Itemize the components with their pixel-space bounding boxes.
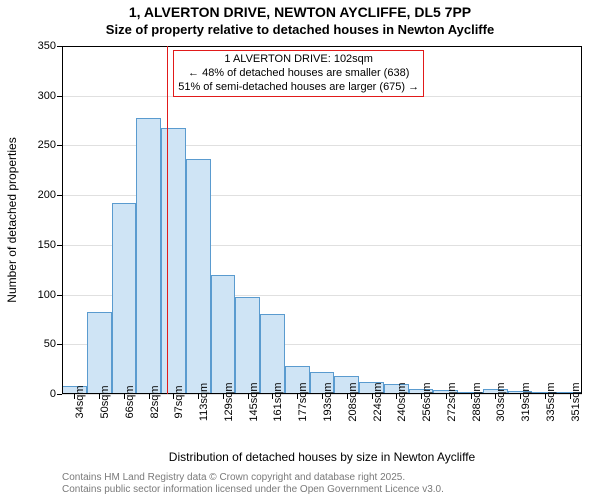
callout-line: 1 ALVERTON DRIVE: 102sqm [178,53,419,67]
reference-callout: 1 ALVERTON DRIVE: 102sqm← 48% of detache… [173,50,424,97]
x-tick-label: 256sqm [421,382,433,421]
x-tick-label: 224sqm [372,382,384,421]
y-tick-label: 150 [38,239,62,251]
x-tick-label: 113sqm [198,383,210,421]
x-tick-label: 208sqm [347,382,359,421]
x-tick-label: 319sqm [520,382,532,421]
histogram-bar [87,312,112,394]
x-tick-label: 272sqm [446,382,458,421]
y-tick-label: 300 [38,90,62,102]
x-tick-label: 193sqm [322,382,334,421]
histogram-bar [211,275,236,394]
histogram-bar [136,118,161,394]
x-tick-label: 97sqm [173,385,185,418]
chart-container: { "title": { "main": "1, ALVERTON DRIVE,… [0,0,600,500]
x-tick-label: 303sqm [495,382,507,421]
x-tick-label: 50sqm [99,385,111,418]
x-tick-label: 288sqm [471,382,483,421]
histogram-bar [112,203,137,394]
x-tick-label: 145sqm [248,382,260,421]
x-tick-label: 66sqm [124,385,136,418]
x-tick-label: 351sqm [570,382,582,421]
callout-line: ← 48% of detached houses are smaller (63… [178,67,419,81]
x-tick-label: 335sqm [545,382,557,421]
title-sub: Size of property relative to detached ho… [0,22,600,38]
axis-line [62,393,582,394]
axis-line [581,46,582,394]
histogram-bar [235,297,260,394]
x-tick-label: 82sqm [149,385,161,418]
y-axis-label: Number of detached properties [5,137,19,302]
callout-line: 51% of semi-detached houses are larger (… [178,81,419,95]
title-block: 1, ALVERTON DRIVE, NEWTON AYCLIFFE, DL5 … [0,0,600,38]
footer-attribution: Contains HM Land Registry data © Crown c… [62,472,444,496]
x-tick-label: 177sqm [297,382,309,421]
x-tick-label: 240sqm [396,382,408,421]
axis-line [62,46,63,394]
footer-line: Contains public sector information licen… [62,484,444,496]
title-main: 1, ALVERTON DRIVE, NEWTON AYCLIFFE, DL5 … [0,4,600,22]
x-tick-label: 129sqm [223,382,235,421]
x-axis-label: Distribution of detached houses by size … [62,450,582,464]
x-tick-label: 161sqm [272,382,284,421]
y-tick-label: 50 [44,338,62,350]
reference-line [167,46,168,394]
y-tick-label: 350 [38,40,62,52]
footer-line: Contains HM Land Registry data © Crown c… [62,472,444,484]
y-tick-label: 0 [50,388,62,400]
y-tick-label: 100 [38,289,62,301]
axis-line [62,46,582,47]
histogram-plot: 05010015020025030035034sqm50sqm66sqm82sq… [62,46,582,394]
y-tick-label: 250 [38,139,62,151]
x-tick-label: 34sqm [74,385,86,418]
y-tick-label: 200 [38,189,62,201]
histogram-bar [186,159,211,394]
histogram-bar [161,128,186,394]
